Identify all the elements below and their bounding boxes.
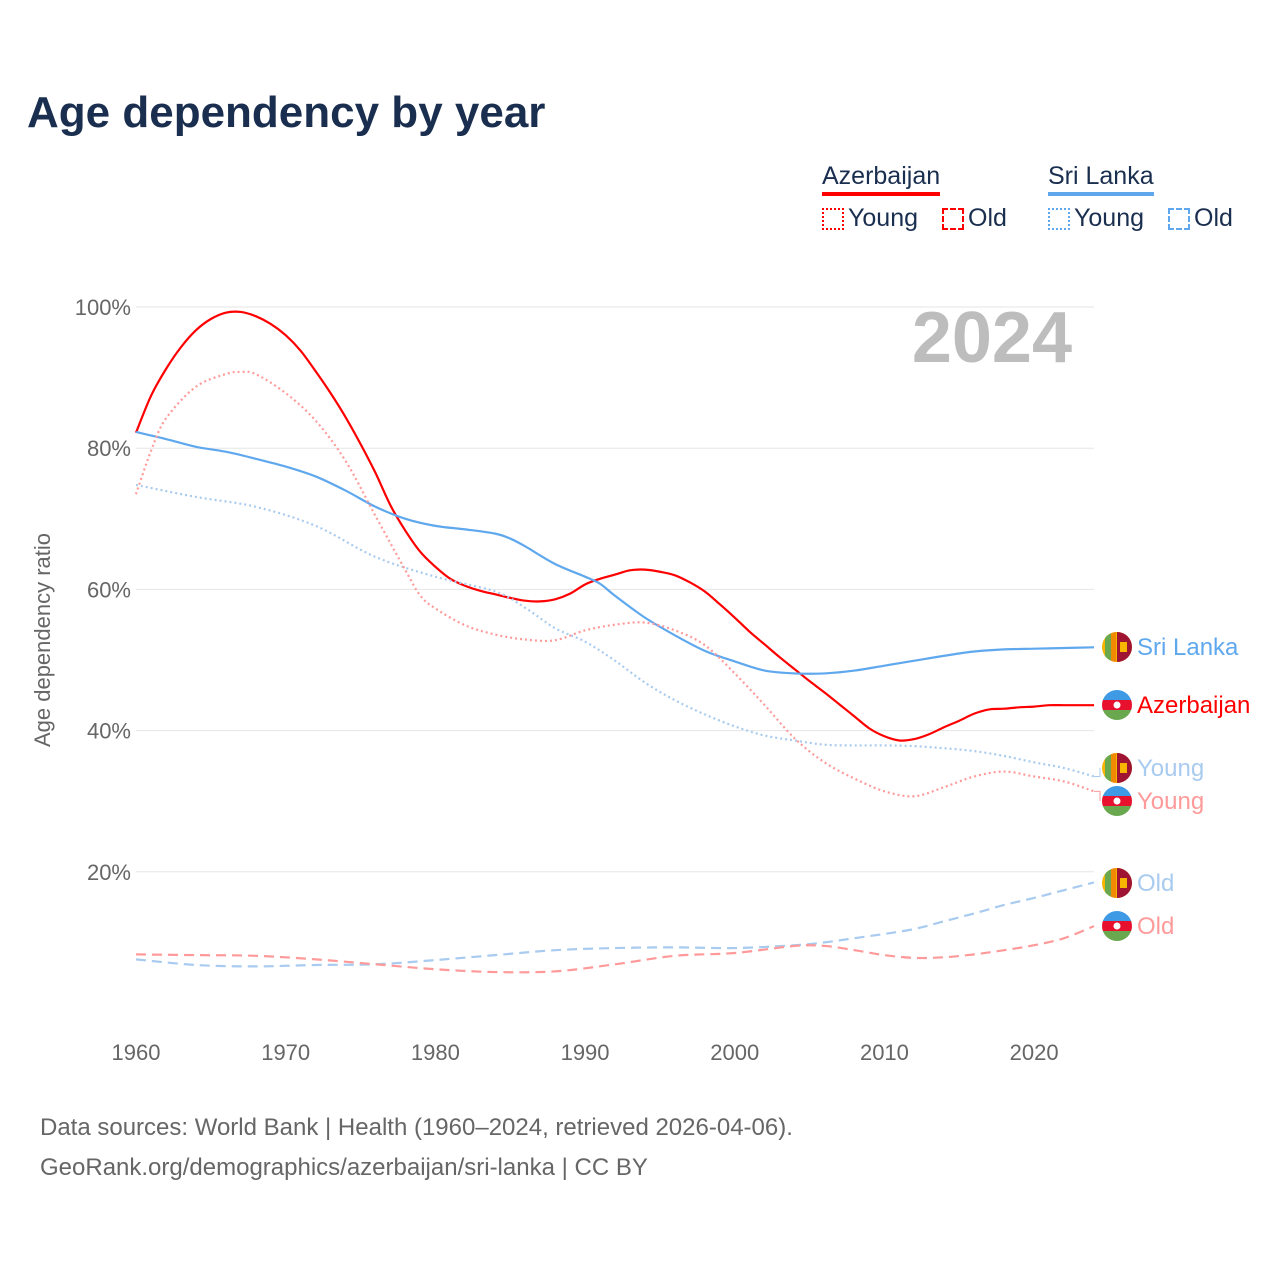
legend-label: Young xyxy=(1074,204,1144,232)
series-line-azerbaijan-young xyxy=(134,370,1095,798)
dotted-swatch-icon xyxy=(1048,207,1070,230)
legend-label: Old xyxy=(1194,204,1233,232)
series-line-sri-lanka-old xyxy=(135,881,1095,968)
legend-country-name: Azerbaijan xyxy=(822,162,941,196)
series-line-azerbaijan xyxy=(134,310,1094,742)
legend-item-young: Young xyxy=(822,204,918,233)
end-label: Old xyxy=(1137,870,1174,897)
azerbaijan-flag-icon xyxy=(1102,690,1132,720)
end-label: Old xyxy=(1137,913,1174,940)
legend-item-old: Old xyxy=(1168,204,1233,233)
legend-label: Old xyxy=(968,204,1007,232)
x-tick-label: 1980 xyxy=(411,1040,460,1065)
x-tick-label: 2020 xyxy=(1010,1040,1059,1065)
legend-item-young: Young xyxy=(1048,204,1144,233)
x-tick-label: 2010 xyxy=(860,1040,909,1065)
label-connector xyxy=(1094,768,1101,777)
dashed-swatch-icon xyxy=(1168,207,1190,230)
legend-item-old: Old xyxy=(942,204,1007,233)
dotted-swatch-icon xyxy=(822,207,844,230)
y-tick-label: 80% xyxy=(87,436,131,461)
end-label: Sri Lanka xyxy=(1137,634,1239,661)
end-label: Azerbaijan xyxy=(1137,692,1250,719)
legend-azerbaijan: Azerbaijan Young Old xyxy=(822,162,1007,233)
legend-sri-lanka: Sri Lanka Young Old xyxy=(1048,162,1233,233)
x-tick-label: 1970 xyxy=(261,1040,310,1065)
y-tick-label: 40% xyxy=(87,719,131,744)
y-tick-label: 60% xyxy=(87,577,131,602)
sri-lanka-flag-icon xyxy=(1102,753,1132,783)
x-tick-label: 2000 xyxy=(710,1040,759,1065)
series-line-sri-lanka xyxy=(135,430,1095,675)
year-watermark: 2024 xyxy=(912,298,1072,378)
y-axis-label: Age dependency ratio xyxy=(30,533,55,747)
attribution-text: GeoRank.org/demographics/azerbaijan/sri-… xyxy=(40,1154,648,1181)
footer: Data sources: World Bank | Health (1960–… xyxy=(40,1108,793,1188)
sri-lanka-flag-icon xyxy=(1102,868,1132,898)
series-line-azerbaijan-old xyxy=(135,925,1095,974)
legend-label: Young xyxy=(848,204,918,232)
x-tick-label: 1990 xyxy=(561,1040,610,1065)
dashed-swatch-icon xyxy=(942,207,964,230)
sri-lanka-flag-icon xyxy=(1102,632,1132,662)
legend-country-name: Sri Lanka xyxy=(1048,162,1154,196)
series-line-sri-lanka-young xyxy=(135,483,1095,778)
data-source-text: Data sources: World Bank | Health (1960–… xyxy=(40,1114,793,1141)
end-label: Young xyxy=(1137,788,1204,815)
end-label: Young xyxy=(1137,755,1204,782)
azerbaijan-flag-icon xyxy=(1102,911,1132,941)
label-connector xyxy=(1094,790,1101,801)
x-tick-label: 1960 xyxy=(112,1040,161,1065)
y-tick-label: 100% xyxy=(75,295,131,320)
azerbaijan-flag-icon xyxy=(1102,786,1132,816)
y-tick-label: 20% xyxy=(87,860,131,885)
chart-title: Age dependency by year xyxy=(27,88,546,137)
